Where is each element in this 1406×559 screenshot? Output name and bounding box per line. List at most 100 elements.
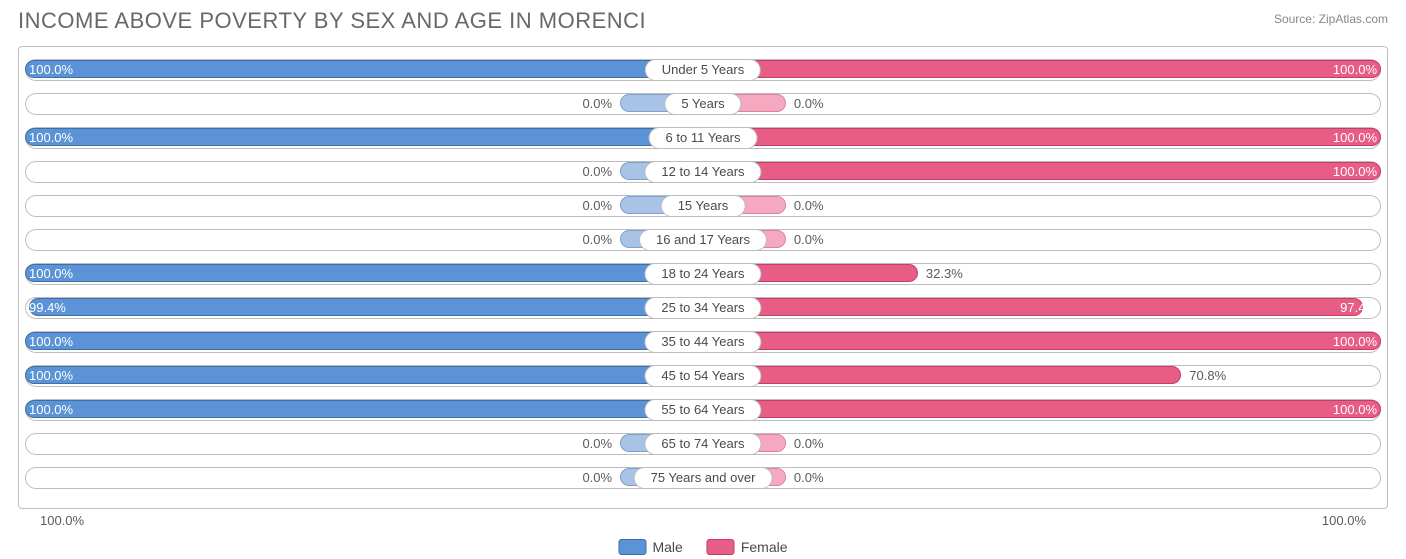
- female-bar-container: 100.0%: [703, 331, 1387, 353]
- source-attribution: Source: ZipAtlas.com: [1274, 12, 1388, 26]
- female-value-label: 0.0%: [794, 229, 824, 251]
- male-swatch-icon: [618, 539, 646, 555]
- male-bar-fill: [25, 264, 703, 282]
- male-value-label: 0.0%: [582, 195, 612, 217]
- male-bar-fill: [25, 60, 703, 78]
- male-bar-container: 0.0%: [19, 229, 703, 251]
- legend-female: Female: [707, 539, 788, 555]
- age-row: 100.0% 100.0% 35 to 44 Years: [19, 325, 1387, 359]
- age-row: 100.0% 70.8% 45 to 54 Years: [19, 359, 1387, 393]
- age-label: 16 and 17 Years: [639, 229, 767, 251]
- male-bar-container: 100.0%: [19, 399, 703, 421]
- legend-female-label: Female: [741, 539, 788, 555]
- female-bar-container: 100.0%: [703, 161, 1387, 183]
- male-bar-container: 0.0%: [19, 93, 703, 115]
- male-bar-container: 100.0%: [19, 365, 703, 387]
- male-bar-container: 0.0%: [19, 433, 703, 455]
- female-bar-fill: [703, 400, 1381, 418]
- age-row: 0.0% 0.0% 5 Years: [19, 87, 1387, 121]
- male-bar-fill: [25, 332, 703, 350]
- male-value-label: 0.0%: [582, 229, 612, 251]
- age-row: 99.4% 97.4% 25 to 34 Years: [19, 291, 1387, 325]
- male-bar-container: 100.0%: [19, 263, 703, 285]
- age-label: Under 5 Years: [645, 59, 761, 81]
- age-row: 100.0% 100.0% Under 5 Years: [19, 53, 1387, 87]
- male-bar-container: 100.0%: [19, 331, 703, 353]
- male-value-label: 100.0%: [29, 331, 73, 353]
- female-bar-container: 0.0%: [703, 229, 1387, 251]
- male-value-label: 100.0%: [29, 365, 73, 387]
- female-value-label: 100.0%: [1333, 59, 1377, 81]
- age-row: 100.0% 100.0% 55 to 64 Years: [19, 393, 1387, 427]
- legend-male-label: Male: [652, 539, 682, 555]
- x-axis: 100.0% 100.0%: [40, 513, 1366, 531]
- legend: Male Female: [618, 539, 787, 555]
- age-label: 35 to 44 Years: [644, 331, 761, 353]
- age-label: 6 to 11 Years: [649, 127, 758, 149]
- female-bar-fill: [703, 366, 1181, 384]
- female-value-label: 100.0%: [1333, 331, 1377, 353]
- male-bar-container: 100.0%: [19, 127, 703, 149]
- age-row: 0.0%0.0%15 Years: [19, 189, 1387, 223]
- female-bar-container: 100.0%: [703, 399, 1387, 421]
- male-value-label: 0.0%: [582, 93, 612, 115]
- male-bar-container: 0.0%: [19, 467, 703, 489]
- male-value-label: 0.0%: [582, 161, 612, 183]
- female-bar-container: 100.0%: [703, 127, 1387, 149]
- female-bar-fill: [703, 60, 1381, 78]
- female-value-label: 100.0%: [1333, 161, 1377, 183]
- age-label: 55 to 64 Years: [644, 399, 761, 421]
- female-bar-fill: [703, 162, 1381, 180]
- legend-male: Male: [618, 539, 682, 555]
- male-bar-fill: [25, 366, 703, 384]
- age-row: 100.0%100.0%6 to 11 Years: [19, 121, 1387, 155]
- male-value-label: 100.0%: [29, 399, 73, 421]
- female-bar-container: 0.0%: [703, 195, 1387, 217]
- female-value-label: 32.3%: [926, 263, 963, 285]
- age-row: 0.0% 0.0% 65 to 74 Years: [19, 427, 1387, 461]
- female-value-label: 70.8%: [1189, 365, 1226, 387]
- female-value-label: 0.0%: [794, 93, 824, 115]
- male-bar-fill: [25, 400, 703, 418]
- female-bar-container: 70.8%: [703, 365, 1387, 387]
- age-label: 15 Years: [661, 195, 746, 217]
- chart-title: INCOME ABOVE POVERTY BY SEX AND AGE IN M…: [18, 8, 646, 34]
- female-bar-fill: [703, 128, 1381, 146]
- male-bar-fill: [29, 298, 703, 316]
- chart-area: 100.0% 100.0% Under 5 Years 0.0% 0.0% 5 Years…: [18, 46, 1388, 509]
- female-bar-container: 97.4%: [703, 297, 1387, 319]
- male-bar-container: 0.0%: [19, 161, 703, 183]
- male-value-label: 99.4%: [29, 297, 66, 319]
- age-label: 75 Years and over: [634, 467, 773, 489]
- age-row: 0.0% 0.0% 16 and 17 Years: [19, 223, 1387, 257]
- female-bar-container: 0.0%: [703, 93, 1387, 115]
- female-value-label: 0.0%: [794, 467, 824, 489]
- male-value-label: 0.0%: [582, 467, 612, 489]
- female-value-label: 0.0%: [794, 433, 824, 455]
- age-row: 0.0% 100.0% 12 to 14 Years: [19, 155, 1387, 189]
- age-row: 0.0% 0.0% 75 Years and over: [19, 461, 1387, 495]
- female-value-label: 100.0%: [1333, 399, 1377, 421]
- age-label: 65 to 74 Years: [644, 433, 761, 455]
- male-bar-container: 100.0%: [19, 59, 703, 81]
- axis-max-right: 100.0%: [1322, 513, 1366, 528]
- male-value-label: 100.0%: [29, 59, 73, 81]
- age-label: 12 to 14 Years: [644, 161, 761, 183]
- age-label: 18 to 24 Years: [644, 263, 761, 285]
- female-swatch-icon: [707, 539, 735, 555]
- female-value-label: 97.4%: [1340, 297, 1377, 319]
- male-value-label: 100.0%: [29, 263, 73, 285]
- male-bar-fill: [25, 128, 703, 146]
- age-row: 100.0% 32.3% 18 to 24 Years: [19, 257, 1387, 291]
- female-bar-container: 100.0%: [703, 59, 1387, 81]
- age-label: 45 to 54 Years: [644, 365, 761, 387]
- age-label: 5 Years: [664, 93, 741, 115]
- male-value-label: 0.0%: [582, 433, 612, 455]
- axis-max-left: 100.0%: [40, 513, 84, 528]
- female-bar-container: 0.0%: [703, 433, 1387, 455]
- age-label: 25 to 34 Years: [644, 297, 761, 319]
- male-value-label: 100.0%: [29, 127, 73, 149]
- female-bar-fill: [703, 298, 1363, 316]
- female-bar-container: 0.0%: [703, 467, 1387, 489]
- male-bar-container: 99.4%: [19, 297, 703, 319]
